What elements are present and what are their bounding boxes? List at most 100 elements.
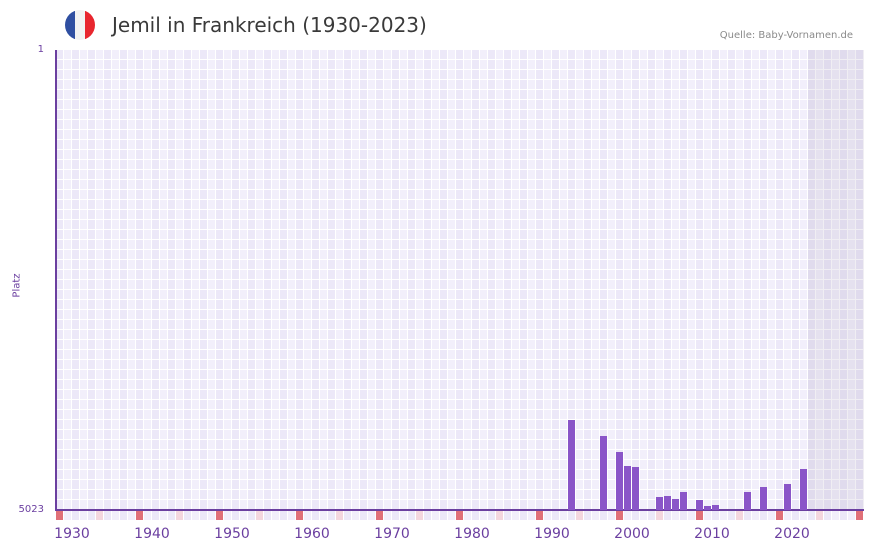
year-marker bbox=[56, 511, 63, 520]
year-marker bbox=[712, 511, 719, 520]
bar-2008[interactable] bbox=[680, 492, 687, 510]
year-marker bbox=[800, 511, 807, 520]
year-marker bbox=[456, 511, 463, 520]
year-marker bbox=[392, 511, 399, 520]
year-marker bbox=[200, 511, 207, 520]
year-marker bbox=[144, 511, 151, 520]
x-tick-label: 1970 bbox=[374, 526, 410, 542]
y-axis-line bbox=[55, 50, 57, 511]
year-marker bbox=[560, 511, 567, 520]
year-marker bbox=[816, 511, 823, 520]
year-marker bbox=[832, 511, 839, 520]
year-marker bbox=[512, 511, 519, 520]
source-credit: Quelle: Baby-Vornamen.de bbox=[719, 30, 853, 41]
year-marker bbox=[64, 511, 71, 520]
x-tick-label: 1930 bbox=[54, 526, 90, 542]
chart-title: Jemil in Frankreich (1930-2023) bbox=[112, 13, 427, 37]
year-marker bbox=[136, 511, 143, 520]
year-marker bbox=[280, 511, 287, 520]
year-marker bbox=[568, 511, 575, 520]
flag-stripe bbox=[75, 10, 85, 40]
bar-2023[interactable] bbox=[800, 469, 807, 510]
bar-2007[interactable] bbox=[672, 499, 679, 510]
year-marker bbox=[704, 511, 711, 520]
bar-1994[interactable] bbox=[568, 420, 575, 510]
x-tick-label: 1960 bbox=[294, 526, 330, 542]
year-marker bbox=[416, 511, 423, 520]
year-marker bbox=[472, 511, 479, 520]
year-marker bbox=[176, 511, 183, 520]
bar-2021[interactable] bbox=[784, 484, 791, 510]
year-marker bbox=[352, 511, 359, 520]
year-marker bbox=[192, 511, 199, 520]
year-marker bbox=[624, 511, 631, 520]
year-marker bbox=[840, 511, 847, 520]
year-marker bbox=[104, 511, 111, 520]
x-axis-line bbox=[55, 509, 864, 511]
bar-1998[interactable] bbox=[600, 436, 607, 510]
flag-stripe bbox=[65, 10, 75, 40]
bar-2005[interactable] bbox=[656, 497, 663, 510]
year-marker bbox=[376, 511, 383, 520]
year-marker bbox=[672, 511, 679, 520]
year-marker bbox=[344, 511, 351, 520]
bar-2018[interactable] bbox=[760, 487, 767, 510]
year-marker bbox=[856, 511, 863, 520]
year-marker bbox=[208, 511, 215, 520]
year-marker bbox=[296, 511, 303, 520]
bar-2000[interactable] bbox=[616, 452, 623, 510]
france-flag-icon bbox=[65, 10, 95, 40]
year-marker bbox=[736, 511, 743, 520]
year-marker bbox=[480, 511, 487, 520]
year-marker bbox=[384, 511, 391, 520]
bar-2006[interactable] bbox=[664, 496, 671, 510]
year-marker bbox=[232, 511, 239, 520]
bar-2010[interactable] bbox=[696, 500, 703, 510]
year-marker bbox=[336, 511, 343, 520]
year-marker bbox=[824, 511, 831, 520]
year-marker bbox=[752, 511, 759, 520]
bar-2002[interactable] bbox=[632, 467, 639, 510]
year-marker bbox=[80, 511, 87, 520]
bar-2016[interactable] bbox=[744, 492, 751, 510]
year-marker bbox=[432, 511, 439, 520]
year-marker bbox=[400, 511, 407, 520]
year-marker bbox=[688, 511, 695, 520]
bar-2012[interactable] bbox=[712, 505, 719, 510]
year-marker bbox=[720, 511, 727, 520]
x-tick-label: 2000 bbox=[614, 526, 650, 542]
year-marker bbox=[744, 511, 751, 520]
year-marker bbox=[616, 511, 623, 520]
year-marker bbox=[760, 511, 767, 520]
year-marker bbox=[544, 511, 551, 520]
year-marker bbox=[696, 511, 703, 520]
bar-2011[interactable] bbox=[704, 506, 711, 510]
year-marker bbox=[120, 511, 127, 520]
y-tick-top: 1 bbox=[37, 44, 44, 55]
x-tick-label: 1940 bbox=[134, 526, 170, 542]
year-marker bbox=[632, 511, 639, 520]
year-marker bbox=[224, 511, 231, 520]
year-marker bbox=[792, 511, 799, 520]
year-marker bbox=[608, 511, 615, 520]
bar-2001[interactable] bbox=[624, 466, 631, 510]
year-marker bbox=[600, 511, 607, 520]
x-tick-label: 1980 bbox=[454, 526, 490, 542]
year-marker bbox=[488, 511, 495, 520]
y-axis-label: Platz bbox=[11, 273, 23, 298]
year-marker bbox=[304, 511, 311, 520]
year-marker bbox=[768, 511, 775, 520]
year-marker bbox=[680, 511, 687, 520]
y-tick-bottom: 5023 bbox=[18, 504, 44, 515]
x-tick-label: 1990 bbox=[534, 526, 570, 542]
year-marker bbox=[112, 511, 119, 520]
year-marker bbox=[848, 511, 855, 520]
year-marker bbox=[248, 511, 255, 520]
year-marker bbox=[520, 511, 527, 520]
plot-area bbox=[56, 50, 864, 510]
year-marker bbox=[664, 511, 671, 520]
year-marker bbox=[152, 511, 159, 520]
year-marker bbox=[536, 511, 543, 520]
year-marker bbox=[72, 511, 79, 520]
year-marker bbox=[360, 511, 367, 520]
